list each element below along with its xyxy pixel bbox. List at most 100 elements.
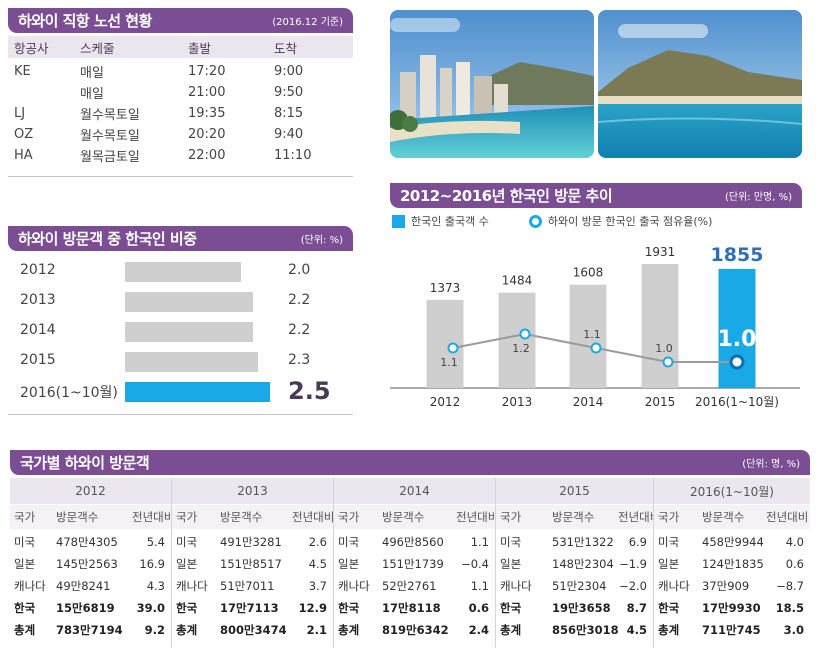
share-value-label: 2.3 [288,352,311,368]
visitors-header: 국가별 하와이 방문객 (단위: 명, %) [10,450,810,475]
column-divider [333,478,334,648]
table-cell: 9:00 [274,64,304,79]
table-cell: 일본 [500,557,522,571]
table-cell: 0.6 [468,601,489,615]
table-cell: 캐나다 [14,579,46,593]
bar-value-label: 1608 [573,266,604,280]
sub-header-row [334,505,495,529]
table-cell: 17만7113 [220,601,279,615]
diamond-head-photo [598,10,802,158]
table-cell: 19:35 [188,106,226,121]
routes-table: 항공사 스케줄 출발 도착 KE 매일 17:20 9:00 매일 21:00 9:50 … [8,36,353,166]
sub-header-cell: 국가 [338,510,360,524]
divider [8,414,353,415]
table-cell: 1.1 [470,535,489,549]
table-cell: 0.6 [785,557,804,571]
year-header: 2015 [496,478,653,504]
sub-header-row [496,505,653,529]
table-cell: OZ [14,127,34,142]
table-cell: 51만7011 [220,579,275,593]
column-divider [171,478,172,648]
trend-bar [641,264,679,388]
table-cell: 매일 [80,87,104,102]
line-point [662,356,674,368]
bar-value-label: 1484 [502,274,533,288]
sub-header-cell: 전년대비 [132,510,175,524]
routes-header: 하와이 직항 노선 현황 (2016.12 기준) [8,8,353,33]
sub-header-cell: 방문객수 [56,510,99,524]
table-cell: 21:00 [188,85,226,100]
table-cell: 4.3 [146,579,165,593]
share-bar [125,322,253,342]
x-tick-label: 2014 [573,395,604,409]
share-bar [125,262,241,282]
table-cell: 20:20 [188,127,226,142]
legend-bar-label: 한국인 출국객 수 [411,215,489,228]
table-cell: 9:40 [274,127,304,142]
table-cell: 8.7 [626,601,647,615]
col-airline: 항공사 [14,40,49,56]
table-cell: 5.4 [146,535,165,549]
table-cell: 2.1 [306,623,327,637]
routes-title: 하와이 직항 노선 현황 [18,12,152,30]
x-tick-label: 2016(1~10월) [695,395,779,409]
point-value-label: 1.1 [440,356,458,369]
table-cell: 1.1 [470,579,489,593]
visitors-unit: (단위: 명, %) [742,459,800,470]
table-cell: LJ [14,106,26,121]
sub-header-cell: 국가 [658,510,680,524]
table-cell: 15만6819 [56,601,115,615]
table-cell: 일본 [14,557,36,571]
visitors-title: 국가별 하와이 방문객 [20,454,150,472]
year-header: 2014 [334,478,495,504]
table-cell: 2.4 [468,623,489,637]
table-cell: 미국 [176,535,198,549]
table-cell: 총계 [14,623,36,637]
bar-value-label: 1855 [711,244,764,266]
table-cell: 783만7194 [56,623,123,637]
visitors-table: 2012 국가 방문객수 전년대비 미국 478만4305 5.4 일본 145만2563 16.… [10,478,810,648]
table-cell: 캐나다 [658,579,690,593]
share-title: 하와이 방문객 중 한국인 비중 [18,230,197,248]
routes-date: (2016.12 기준) [272,17,343,28]
table-cell: 2.6 [308,535,327,549]
trend-legend: 한국인 출국객 수 하와이 방문 한국인 출국 점유율(%) [392,213,712,229]
table-cell: 478만4305 [56,535,118,549]
table-cell: 4.5 [626,623,647,637]
table-cell: 3.7 [308,579,327,593]
table-cell: 37만909 [702,579,750,593]
sub-header-cell: 국가 [176,510,198,524]
table-cell: −2.0 [619,579,647,593]
table-cell: 8:15 [274,106,304,121]
table-cell: 일본 [338,557,360,571]
waikiki-photo [390,10,594,158]
table-cell: 17만9930 [702,601,761,615]
table-cell: 월수목토일 [80,108,140,123]
table-row: 매일 21:00 9:50 [8,82,353,103]
table-cell: 한국 [500,601,522,615]
bar-value-label: 1373 [430,281,461,295]
table-cell: 856만3018 [552,623,619,637]
table-cell: 496만8560 [382,535,444,549]
column-divider [495,478,496,648]
sub-header-cell: 방문객수 [220,510,263,524]
table-cell: −8.7 [776,579,804,593]
col-departure: 출발 [188,40,212,56]
line-point [519,328,531,340]
x-tick-label: 2012 [430,395,461,409]
col-schedule: 스케줄 [80,40,115,56]
line-point [447,342,459,354]
table-cell: 월수목토일 [80,129,140,144]
table-cell: 12.9 [298,601,327,615]
table-cell: 800만3474 [220,623,287,637]
x-tick-label: 2013 [502,395,533,409]
table-cell: 미국 [658,535,680,549]
table-cell: 3.0 [783,623,804,637]
legend-line-marker [528,214,542,228]
sub-header-row [172,505,333,529]
share-category-label: 2012 [20,262,56,278]
sub-header-cell: 국가 [14,510,36,524]
table-cell: 한국 [658,601,680,615]
table-cell: 한국 [176,601,198,615]
table-cell: 캐나다 [338,579,370,593]
